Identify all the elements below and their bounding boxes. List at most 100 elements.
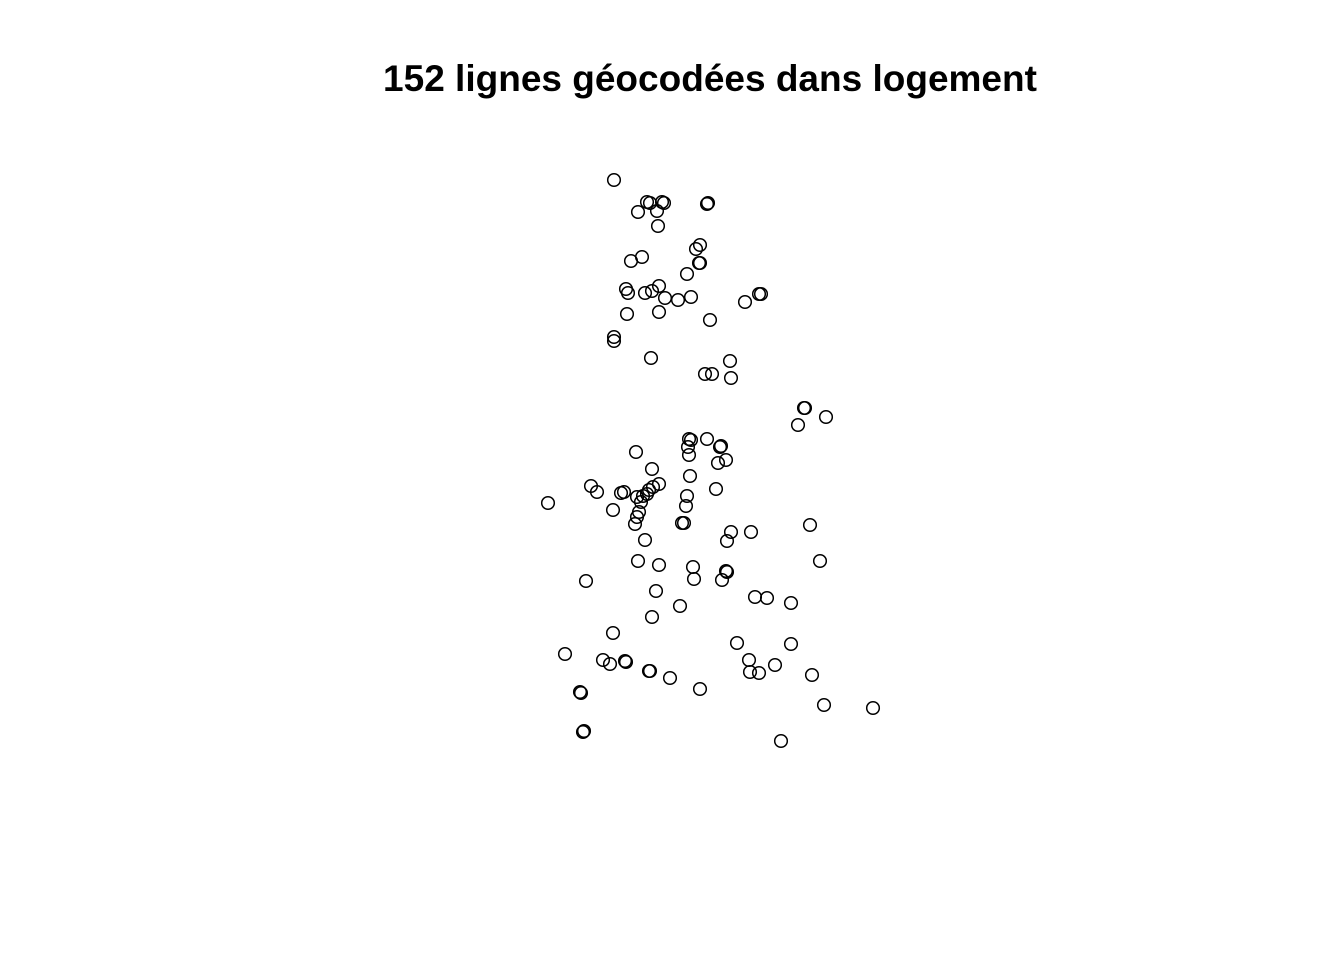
data-point (670, 292, 686, 308)
data-point (644, 283, 660, 299)
data-point (708, 481, 724, 497)
data-point (699, 431, 715, 447)
data-point (737, 294, 753, 310)
data-point (644, 461, 660, 477)
data-point (674, 515, 690, 531)
data-point (790, 417, 806, 433)
data-point (729, 635, 745, 651)
data-point (692, 237, 708, 253)
data-point (812, 553, 828, 569)
data-point (662, 670, 678, 686)
data-point (718, 563, 734, 579)
data-point (643, 350, 659, 366)
data-point (816, 697, 832, 713)
data-point (719, 533, 735, 549)
data-point (773, 733, 789, 749)
data-point (606, 329, 622, 345)
data-point (657, 290, 673, 306)
data-point (742, 664, 758, 680)
data-point (714, 572, 730, 588)
data-point (637, 285, 653, 301)
data-point (635, 488, 651, 504)
data-point (629, 509, 645, 525)
data-point (697, 366, 713, 382)
data-point (651, 278, 667, 294)
data-point (616, 484, 632, 500)
data-point (648, 583, 664, 599)
data-point (743, 524, 759, 540)
data-point (619, 306, 635, 322)
data-point (704, 366, 720, 382)
data-point (723, 370, 739, 386)
data-point (691, 255, 707, 271)
data-point (572, 684, 588, 700)
data-point (759, 590, 775, 606)
data-point (682, 468, 698, 484)
data-point (679, 488, 695, 504)
data-point (618, 654, 634, 670)
data-point (686, 571, 702, 587)
data-point (627, 516, 643, 532)
data-point (575, 724, 591, 740)
data-point (679, 266, 695, 282)
data-point (722, 353, 738, 369)
data-point (718, 452, 734, 468)
data-point (753, 286, 769, 302)
data-point (644, 609, 660, 625)
data-point (797, 400, 813, 416)
data-point (751, 665, 767, 681)
data-point (802, 517, 818, 533)
data-point (719, 564, 735, 580)
data-point (713, 438, 729, 454)
data-points (540, 172, 881, 749)
data-point (783, 636, 799, 652)
chart-title: 152 lignes géocodées dans logement (383, 58, 1037, 99)
data-point (630, 553, 646, 569)
data-point (651, 557, 667, 573)
data-point (688, 241, 704, 257)
data-point (633, 494, 649, 510)
data-point (656, 195, 672, 211)
data-point (683, 432, 699, 448)
data-point (605, 502, 621, 518)
data-point (681, 447, 697, 463)
data-point (602, 656, 618, 672)
data-point (767, 657, 783, 673)
data-point (699, 196, 715, 212)
data-point (623, 253, 639, 269)
data-point (804, 667, 820, 683)
data-point (578, 573, 594, 589)
data-point (629, 489, 645, 505)
data-point (672, 598, 688, 614)
data-point (649, 203, 665, 219)
data-point (620, 285, 636, 301)
data-point (650, 218, 666, 234)
data-point (651, 304, 667, 320)
data-point (712, 439, 728, 455)
data-point (589, 484, 605, 500)
data-point (606, 333, 622, 349)
data-point (595, 652, 611, 668)
data-point (540, 495, 556, 511)
data-point (573, 685, 589, 701)
data-point (865, 700, 881, 716)
data-point (683, 289, 699, 305)
data-point (557, 646, 573, 662)
data-point (747, 589, 763, 605)
data-point (678, 498, 694, 514)
data-point (617, 653, 633, 669)
data-point (700, 195, 716, 211)
data-point (685, 559, 701, 575)
data-point (642, 663, 658, 679)
data-point (783, 595, 799, 611)
data-point (702, 312, 718, 328)
data-point (680, 439, 696, 455)
data-point (637, 532, 653, 548)
data-point (605, 625, 621, 641)
data-point (710, 455, 726, 471)
data-point (628, 444, 644, 460)
data-point (723, 524, 739, 540)
data-point (606, 172, 622, 188)
data-point (692, 681, 708, 697)
